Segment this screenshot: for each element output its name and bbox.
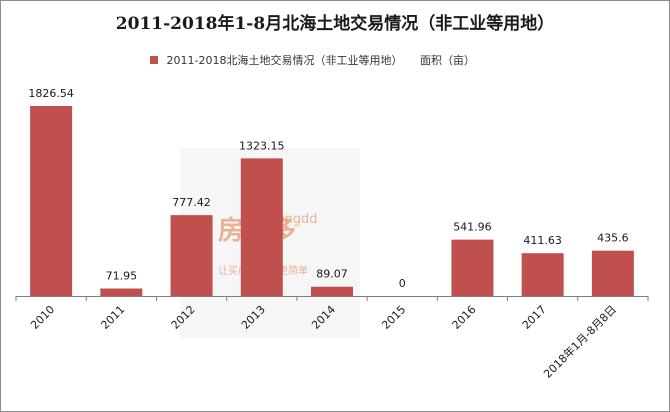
legend-swatch xyxy=(150,56,158,64)
x-tick-label: 2012 xyxy=(169,303,198,332)
x-tick-label: 2017 xyxy=(520,303,549,332)
bar-2018年1月-8月8日 xyxy=(591,250,634,296)
data-label: 89.07 xyxy=(316,268,348,281)
legend-unit: 面积（亩） xyxy=(419,54,475,67)
x-tick-label: 2010 xyxy=(28,303,57,332)
data-label: 541.96 xyxy=(453,221,492,234)
data-label: 411.63 xyxy=(523,234,562,247)
chart-title: 2011-2018年1-8月北海土地交易情况（非工业等用地） xyxy=(115,14,555,34)
data-label: 435.6 xyxy=(597,232,629,245)
x-tick-label: 2013 xyxy=(239,303,268,332)
data-label: 1323.15 xyxy=(239,139,285,152)
bar-2014 xyxy=(311,286,353,296)
data-label: 1826.54 xyxy=(28,87,74,100)
x-tick-label: 2018年1月-8月8日 xyxy=(541,302,619,380)
bar-2012 xyxy=(170,215,213,296)
data-label: 71.95 xyxy=(106,270,138,283)
bar-2017 xyxy=(521,253,564,296)
x-tick-label: 2016 xyxy=(450,303,479,332)
bar-2013 xyxy=(240,158,283,296)
x-tick-label: 2015 xyxy=(379,303,408,332)
legend: 2011-2018北海土地交易情况（非工业等用地） 面积（亩） xyxy=(150,52,475,68)
x-tick-label: 2014 xyxy=(309,303,338,332)
data-label: 0 xyxy=(399,277,406,290)
bar-2011 xyxy=(100,288,143,296)
legend-label: 2011-2018北海土地交易情况（非工业等用地） xyxy=(166,54,403,67)
data-label: 777.42 xyxy=(172,196,211,209)
watermark-brand: fangdd xyxy=(272,212,318,227)
bar-2016 xyxy=(451,239,494,296)
x-tick-label: 2011 xyxy=(98,303,127,332)
bar-2010 xyxy=(30,106,73,296)
